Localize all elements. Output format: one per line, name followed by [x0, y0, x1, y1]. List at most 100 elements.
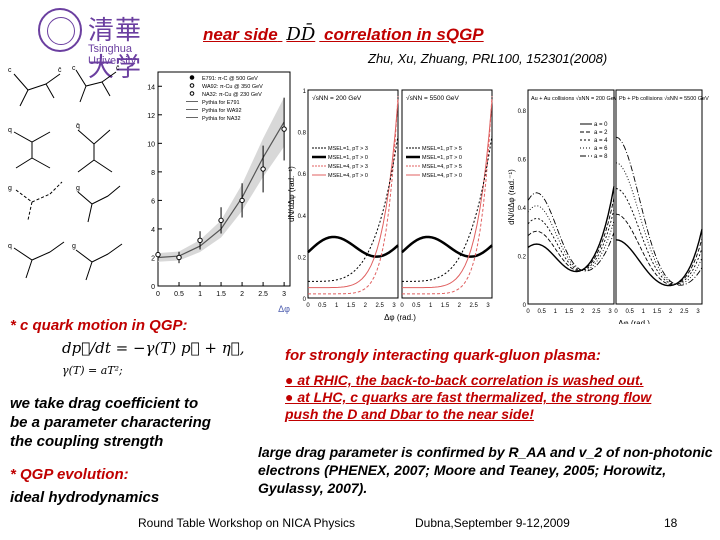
mid-xtick-label-0-1: 0.5 [318, 303, 327, 309]
left-point-2 [197, 237, 203, 244]
mid-legend-1-2: MSEL=4, pT > 5 [422, 164, 462, 170]
right-ytick-label-2: 0.4 [518, 206, 527, 212]
left-point-6 [281, 126, 287, 132]
svg-text:c: c [72, 65, 76, 72]
drag-coefficient-formula: γ(T) = aT²; [62, 364, 123, 377]
left-ytick-label-2: 4 [151, 227, 155, 234]
right-xtick-label-1-4: 2 [669, 309, 673, 315]
right-curve-1-2 [615, 188, 703, 285]
right-legend-3: a = 6 [594, 146, 608, 152]
left-point-0 [155, 251, 161, 258]
right-ytick-label-1: 0.2 [518, 255, 527, 261]
svg-text:c̄: c̄ [116, 65, 120, 72]
left-legend-1: WA92: π-Cu @ 350 GeV [202, 84, 263, 90]
chart-experiment-vs-pythia: 0 2 4 6 8 10 12 14 0 0.5 1 1.5 2 2.5 3 Δφ E791: π-C @ 50… [147, 71, 291, 314]
mid-legend-1-3: MSEL=4, pT > 0 [422, 173, 462, 179]
right-curve-0-0 [527, 186, 615, 273]
right-xtick-label-1-6: 3 [696, 309, 700, 315]
left-xtick-label-3: 1.5 [216, 291, 226, 298]
svg-text:g: g [76, 185, 80, 192]
left-xtick-label-6: 3 [282, 291, 286, 298]
right-ylabel: dN/dΔφ (rad.⁻¹) [508, 169, 516, 225]
svg-text:g: g [72, 243, 76, 250]
mid-legend-0-3: MSEL=4, pT > 0 [328, 173, 368, 179]
left-point-5 [260, 166, 266, 172]
right-xtick-label-0-1: 0.5 [537, 309, 546, 315]
left-plot-frame [157, 71, 291, 287]
mid-curve-thick-0 [307, 235, 399, 258]
right-curve-1-3 [615, 162, 703, 285]
feynman-diagrams: c c̄ c c̄ q q̄ g g q g [8, 65, 123, 281]
reference: Zhu, Xu, Zhuang, PRL100, 152301(2008) [368, 51, 608, 66]
right-xtick-label-0-5: 2.5 [592, 309, 601, 315]
left-ytick-label-6: 12 [147, 113, 155, 120]
right-ytick-label-0: 0 [523, 303, 527, 309]
mid-xtick-label-1-4: 2 [458, 303, 462, 309]
right-legend-2: a = 4 [594, 138, 608, 144]
bullet-lhc: ● at LHC, c quarks are fast thermalized,… [285, 389, 652, 422]
c-quark-heading: * c quark motion in QGP: [10, 317, 188, 334]
mid-curve-red-0 [308, 100, 399, 289]
right-xtick-label-1-3: 1.5 [653, 309, 662, 315]
mid-xtick-label-1-0: 0 [400, 303, 404, 309]
mid-legend-0-1: MSEL=1, pT > 0 [328, 155, 368, 161]
left-ytick-label-5: 10 [147, 141, 155, 148]
mid-xtick-label-1-5: 2.5 [469, 303, 478, 309]
mid-curve-red-1 [402, 100, 493, 289]
mid-ytick-label-4: 0.8 [298, 131, 307, 137]
mid-xtick-label-0-5: 2.5 [375, 303, 384, 309]
right-xtick-label-0-0: 0 [526, 309, 530, 315]
right-legend-1: a = 2 [594, 130, 608, 136]
langevin-equation: dp⃗/dt = −γ(T) p⃗ + η⃗, [62, 339, 245, 357]
mid-ytick-label-1: 0.2 [298, 255, 307, 261]
university-seal-icon [38, 8, 82, 52]
left-ytick-label-7: 14 [147, 84, 155, 91]
mid-panel-frame-1 [401, 89, 493, 299]
right-xlabel: Δφ (rad.) [618, 319, 650, 324]
left-legend-marker-2 [189, 91, 195, 96]
title-suffix: correlation in sQGP [324, 25, 484, 44]
right-curve-1-0 [615, 228, 703, 287]
mid-curve-dash-1 [401, 135, 493, 282]
mid-panel-label-1: √sNN = 5500 GeV [406, 94, 460, 102]
hydrodynamics-text: ideal hydrodynamics [10, 489, 160, 506]
chart-msel-correlation: dN/dΔφ (rad.⁻¹) 0 0.2 0.4 0.6 0.8 1 0 0.5 1 1.5 2 2.… [288, 89, 493, 322]
plasma-heading: for strongly interacting quark-gluon pla… [285, 347, 601, 364]
right-panel-label-0: Au + Au collisions √sNN = 200 GeV [531, 95, 618, 102]
drag-line-1: we take drag coefficient to [10, 395, 199, 412]
left-point-1 [176, 254, 182, 261]
mid-ytick-label-2: 0.4 [298, 214, 307, 220]
left-ytick-label-4: 8 [151, 170, 155, 177]
mid-ytick-label-5: 1 [303, 89, 307, 95]
left-xtick-label-5: 2.5 [258, 291, 268, 298]
right-xtick-label-0-3: 1.5 [565, 309, 574, 315]
svg-text:q: q [8, 127, 12, 134]
mid-xtick-label-1-1: 0.5 [412, 303, 421, 309]
svg-text:c: c [8, 67, 12, 74]
mid-xtick-label-0-2: 1 [335, 303, 339, 309]
right-legend-4: a = 8 [594, 154, 608, 160]
title-prefix: near side [203, 25, 278, 44]
right-xtick-label-1-2: 1 [642, 309, 646, 315]
mid-xlabel: Δφ (rad.) [384, 313, 416, 322]
qgp-evolution-heading: * QGP evolution: [10, 466, 129, 483]
left-point-3 [218, 217, 224, 224]
mid-curve-thick-1 [401, 235, 493, 258]
left-legend-4: Pythia for WA92 [202, 108, 242, 114]
mid-legend-1-1: MSEL=1, pT > 0 [422, 155, 462, 161]
svg-text:c̄: c̄ [58, 67, 62, 74]
left-legend-5: Pythia for NA32 [202, 116, 241, 122]
mid-panel-frame-0 [307, 89, 399, 299]
mid-xtick-label-0-3: 1.5 [347, 303, 356, 309]
left-xtick-label-2: 1 [198, 291, 202, 298]
svg-text:q̄: q̄ [76, 123, 80, 130]
left-ytick-label-1: 2 [151, 255, 155, 262]
mid-ytick-label-3: 0.6 [298, 172, 307, 178]
left-legend-2: NA32: π-Cu @ 230 GeV [202, 92, 262, 98]
left-legend-marker-0 [189, 75, 195, 80]
left-xtick-label-0: 0 [156, 291, 160, 298]
footer-date: Dubna,September 9-12,2009 [415, 516, 570, 530]
svg-text:g: g [8, 185, 12, 192]
right-ytick-label-4: 0.8 [518, 109, 527, 115]
right-panel-frame-1 [615, 89, 703, 305]
